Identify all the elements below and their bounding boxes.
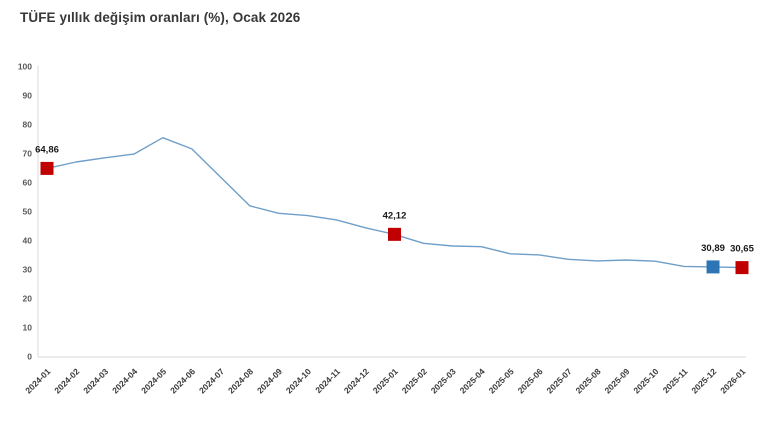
data-point-marker [40,161,54,175]
x-tick-label: 2025-12 [689,366,718,395]
x-tick-label: 2025-02 [400,366,429,395]
data-point-marker [735,261,749,275]
x-tick-label: 2024-01 [23,366,52,395]
x-tick-label: 2024-07 [197,366,226,395]
x-tick-label: 2024-12 [342,366,371,395]
y-tick-label: 70 [23,149,33,159]
x-tick-label: 2024-02 [52,366,81,395]
x-tick-label: 2024-03 [81,366,110,395]
x-tick-label: 2025-05 [487,366,516,395]
y-tick-label: 50 [23,207,33,217]
y-tick-label: 30 [23,265,33,275]
x-tick-label: 2025-07 [545,366,574,395]
chart-title: TÜFE yıllık değişim oranları (%), Ocak 2… [20,10,301,25]
series-line [46,136,743,269]
x-tick-label: 2026-01 [718,366,747,395]
data-point-label: 30,65 [730,244,754,255]
x-tick-label: 2025-08 [573,366,602,395]
y-tick-label: 100 [18,62,32,72]
data-point-label: 64,86 [35,144,59,155]
x-tick-label: 2025-11 [661,366,690,395]
y-tick-label: 0 [27,352,32,362]
x-tick-label: 2025-10 [631,366,660,395]
x-tick-label: 2025-06 [516,366,545,395]
y-tick-label: 40 [23,236,33,246]
y-tick-label: 60 [23,178,33,188]
data-point-label: 42,12 [383,210,407,221]
x-tick-label: 2025-03 [429,366,458,395]
y-tick-label: 20 [23,294,33,304]
data-point-label: 30,89 [701,243,725,254]
y-tick-label: 80 [23,120,33,130]
x-tick-label: 2025-01 [371,366,400,395]
data-point-marker [387,227,401,241]
y-tick-label: 90 [23,91,33,101]
x-tick-label: 2024-04 [110,366,139,395]
x-tick-label: 2024-09 [255,366,284,395]
x-tick-label: 2024-05 [139,366,168,395]
x-tick-label: 2025-04 [458,366,487,395]
x-tick-label: 2025-09 [602,366,631,395]
y-tick-label: 10 [23,323,33,333]
x-tick-label: 2024-10 [284,366,313,395]
x-tick-label: 2024-08 [226,366,255,395]
x-tick-label: 2024-11 [313,366,342,395]
data-point-marker [706,260,720,274]
x-tick-label: 2024-06 [168,366,197,395]
